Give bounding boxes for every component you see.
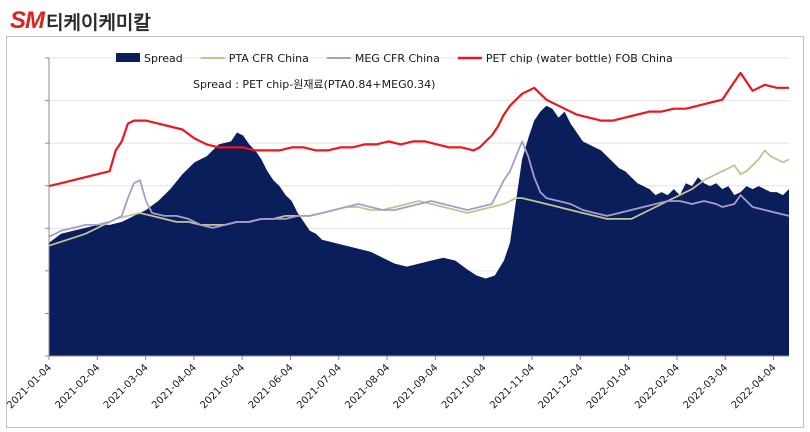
x-tick-label: 2021-04-04 bbox=[150, 362, 199, 411]
legend-label-pet-chip: PET chip (water bottle) FOB China bbox=[486, 52, 673, 65]
x-tick-label: 2021-03-04 bbox=[102, 362, 151, 411]
x-tick-label: 2021-10-04 bbox=[440, 362, 489, 411]
x-tick-label: 2022-03-04 bbox=[681, 362, 730, 411]
legend-label-pta: PTA CFR China bbox=[229, 52, 309, 65]
logo-sm-mark: SM bbox=[10, 7, 45, 34]
legend-label-meg: MEG CFR China bbox=[355, 52, 440, 65]
x-tick-label: 2021-05-04 bbox=[198, 362, 247, 411]
x-tick-label: 2022-02-04 bbox=[633, 362, 682, 411]
chart-subtitle: Spread : PET chip-원재료(PTA0.84+MEG0.34) bbox=[193, 78, 435, 91]
x-tick-label: 2022-01-04 bbox=[585, 362, 634, 411]
company-logo: SM 티케이케미칼 bbox=[10, 6, 151, 36]
x-tick-label: 2021-01-04 bbox=[5, 362, 54, 411]
x-tick-label: 2021-02-04 bbox=[54, 362, 103, 411]
x-tick-label: 2022-04-04 bbox=[730, 362, 779, 411]
x-tick-label: 2021-11-04 bbox=[488, 362, 537, 411]
x-tick-label: 2021-08-04 bbox=[343, 362, 392, 411]
x-tick-label: 2021-12-04 bbox=[537, 362, 586, 411]
x-tick-label: 2021-09-04 bbox=[392, 362, 441, 411]
chart-frame bbox=[6, 36, 804, 428]
series-spread-area bbox=[49, 105, 789, 356]
series-meg-line bbox=[48, 140, 790, 238]
company-name: 티케이케미칼 bbox=[46, 11, 151, 34]
legend-label-spread: Spread bbox=[144, 52, 183, 65]
legend-swatch-spread bbox=[116, 53, 140, 62]
x-tick-label: 2021-06-04 bbox=[247, 362, 296, 411]
x-tick-label: 2021-07-04 bbox=[295, 362, 344, 411]
series-pet-chip-line bbox=[48, 71, 789, 188]
